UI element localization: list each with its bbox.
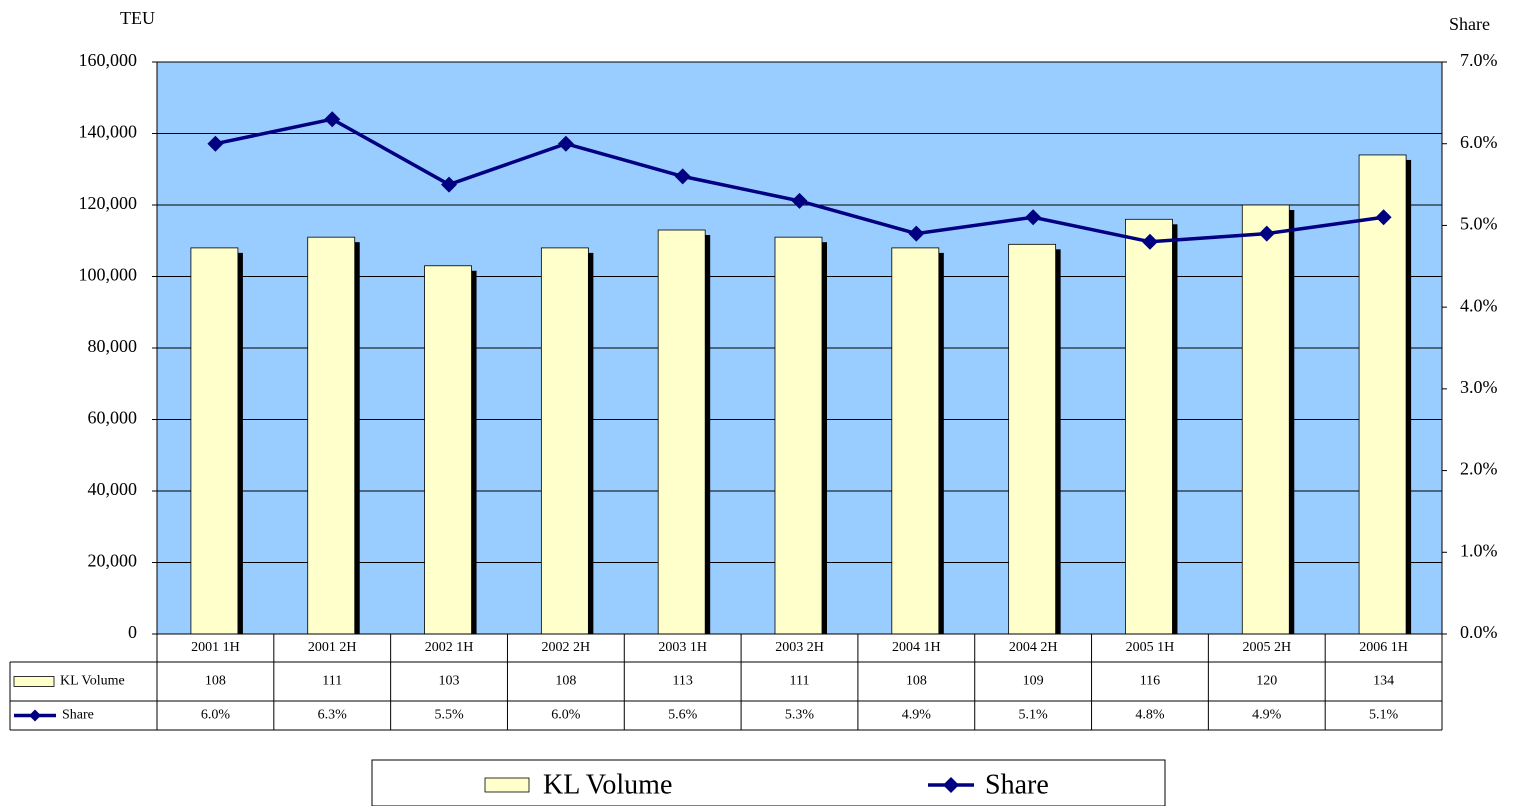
table-value: 5.1% bbox=[1019, 708, 1049, 723]
bar bbox=[307, 236, 356, 635]
y-tick-label: 60,000 bbox=[88, 408, 138, 428]
table-value: 5.6% bbox=[668, 708, 698, 723]
table-value: 108 bbox=[906, 674, 927, 689]
x-tick-label: 2002 2H bbox=[542, 640, 591, 655]
x-tick-label: 2001 1H bbox=[191, 640, 240, 655]
legend-label: KL Volume bbox=[543, 769, 672, 800]
bar bbox=[540, 247, 589, 635]
table-value: 5.1% bbox=[1369, 708, 1399, 723]
bar bbox=[190, 247, 239, 635]
table-value: 5.5% bbox=[434, 708, 464, 723]
table-value: 6.0% bbox=[201, 708, 231, 723]
bar bbox=[1008, 243, 1057, 635]
marker bbox=[791, 192, 808, 209]
legend-label: Share bbox=[985, 769, 1049, 800]
marker bbox=[1141, 233, 1158, 250]
bar bbox=[1358, 154, 1407, 635]
marker bbox=[557, 135, 574, 152]
y-tick-label: 100,000 bbox=[79, 265, 138, 285]
x-tick-label: 2003 1H bbox=[658, 640, 707, 655]
legend-swatch bbox=[13, 676, 55, 687]
table-value: 4.9% bbox=[902, 708, 932, 723]
table-value: 4.8% bbox=[1135, 708, 1165, 723]
bar bbox=[774, 236, 823, 635]
bar bbox=[657, 229, 706, 635]
y-tick-label: 140,000 bbox=[79, 122, 138, 142]
table-value: 108 bbox=[555, 674, 576, 689]
y2-tick-label: 2.0% bbox=[1460, 459, 1498, 479]
table-value: 6.3% bbox=[318, 708, 348, 723]
y-tick-label: 120,000 bbox=[79, 193, 138, 213]
legend-swatch bbox=[484, 777, 530, 793]
marker bbox=[1025, 209, 1042, 226]
table-value: 113 bbox=[672, 674, 692, 689]
y-axis-title: TEU bbox=[120, 8, 155, 28]
marker bbox=[674, 168, 691, 185]
y2-tick-label: 6.0% bbox=[1460, 132, 1498, 152]
bar bbox=[1241, 204, 1290, 635]
bar bbox=[424, 265, 472, 635]
y2-tick-label: 0.0% bbox=[1460, 622, 1498, 642]
y2-tick-label: 3.0% bbox=[1460, 377, 1498, 397]
y-tick-label: 40,000 bbox=[88, 479, 138, 499]
table-value: 134 bbox=[1373, 674, 1394, 689]
y-tick-label: 0 bbox=[128, 622, 137, 642]
x-tick-label: 2006 1H bbox=[1359, 640, 1408, 655]
y2-axis-title: Share bbox=[1449, 14, 1490, 34]
table-value: 103 bbox=[439, 674, 460, 689]
table-value: 6.0% bbox=[551, 708, 581, 723]
table-row-label: Share bbox=[62, 708, 94, 723]
marker bbox=[441, 176, 458, 193]
table-row-label: KL Volume bbox=[60, 674, 125, 689]
legend-marker bbox=[29, 709, 41, 722]
table-value: 111 bbox=[322, 674, 342, 689]
bar bbox=[891, 247, 940, 635]
table-value: 109 bbox=[1023, 674, 1044, 689]
marker bbox=[324, 111, 341, 128]
x-tick-label: 2004 2H bbox=[1009, 640, 1058, 655]
marker bbox=[908, 225, 925, 242]
x-tick-label: 2002 1H bbox=[425, 640, 474, 655]
table-value: 108 bbox=[205, 674, 226, 689]
x-tick-label: 2005 1H bbox=[1126, 640, 1175, 655]
legend-marker bbox=[943, 777, 959, 793]
marker bbox=[1375, 209, 1392, 226]
table-value: 111 bbox=[790, 674, 810, 689]
x-tick-label: 2003 2H bbox=[775, 640, 824, 655]
x-tick-label: 2005 2H bbox=[1242, 640, 1291, 655]
y-tick-label: 80,000 bbox=[88, 336, 138, 356]
table-value: 5.3% bbox=[785, 708, 815, 723]
y2-tick-label: 7.0% bbox=[1460, 50, 1498, 70]
x-tick-label: 2004 1H bbox=[892, 640, 941, 655]
y-tick-label: 20,000 bbox=[88, 551, 138, 571]
y2-tick-label: 5.0% bbox=[1460, 214, 1498, 234]
y-tick-label: 160,000 bbox=[79, 50, 138, 70]
y2-tick-label: 1.0% bbox=[1460, 540, 1498, 560]
y2-tick-label: 4.0% bbox=[1460, 295, 1498, 315]
x-tick-label: 2001 2H bbox=[308, 640, 357, 655]
table-value: 4.9% bbox=[1252, 708, 1282, 723]
marker bbox=[207, 135, 224, 152]
bar bbox=[1125, 218, 1173, 635]
marker bbox=[1258, 225, 1275, 242]
table-value: 120 bbox=[1256, 674, 1277, 689]
table-value: 116 bbox=[1140, 674, 1160, 689]
